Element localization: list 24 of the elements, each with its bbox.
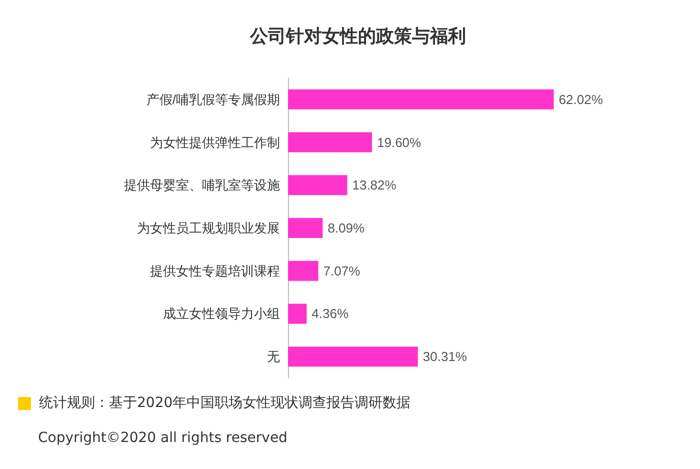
bar xyxy=(288,218,323,238)
data-label: 8.09% xyxy=(328,220,365,236)
y-tick-label: 为女性员工规划职业发展 xyxy=(137,220,280,236)
data-label: 62.02% xyxy=(558,92,604,107)
data-label: 19.60% xyxy=(377,134,422,150)
bar xyxy=(288,304,307,324)
y-tick-label: 无 xyxy=(267,349,280,364)
text: Copyright©2020 all rights reserved xyxy=(38,430,288,446)
chart-title: 公司针对女性的政策与福利 xyxy=(249,26,466,46)
y-tick-label: 产假/哺乳假等专属假期 xyxy=(146,92,280,107)
data-label: 4.36% xyxy=(312,306,349,322)
bar xyxy=(288,346,418,367)
text: 统计规则：基于2020年中国职场女性现状调查报告调研数据 xyxy=(39,394,411,412)
y-tick-label: 提供母婴室、哺乳室等设施 xyxy=(124,178,280,193)
data-label: 13.82% xyxy=(352,178,397,193)
data-label: 30.31% xyxy=(422,349,468,364)
bar xyxy=(288,89,554,110)
bar xyxy=(288,175,348,196)
y-tick-label: 提供女性专题培训课程 xyxy=(150,263,280,278)
y-tick-label: 成立女性领导力小组 xyxy=(163,306,280,322)
bar xyxy=(288,132,372,152)
bar xyxy=(288,260,318,281)
data-label: 7.07% xyxy=(323,263,361,278)
y-tick-label: 为女性提供弹性工作制 xyxy=(150,134,280,150)
